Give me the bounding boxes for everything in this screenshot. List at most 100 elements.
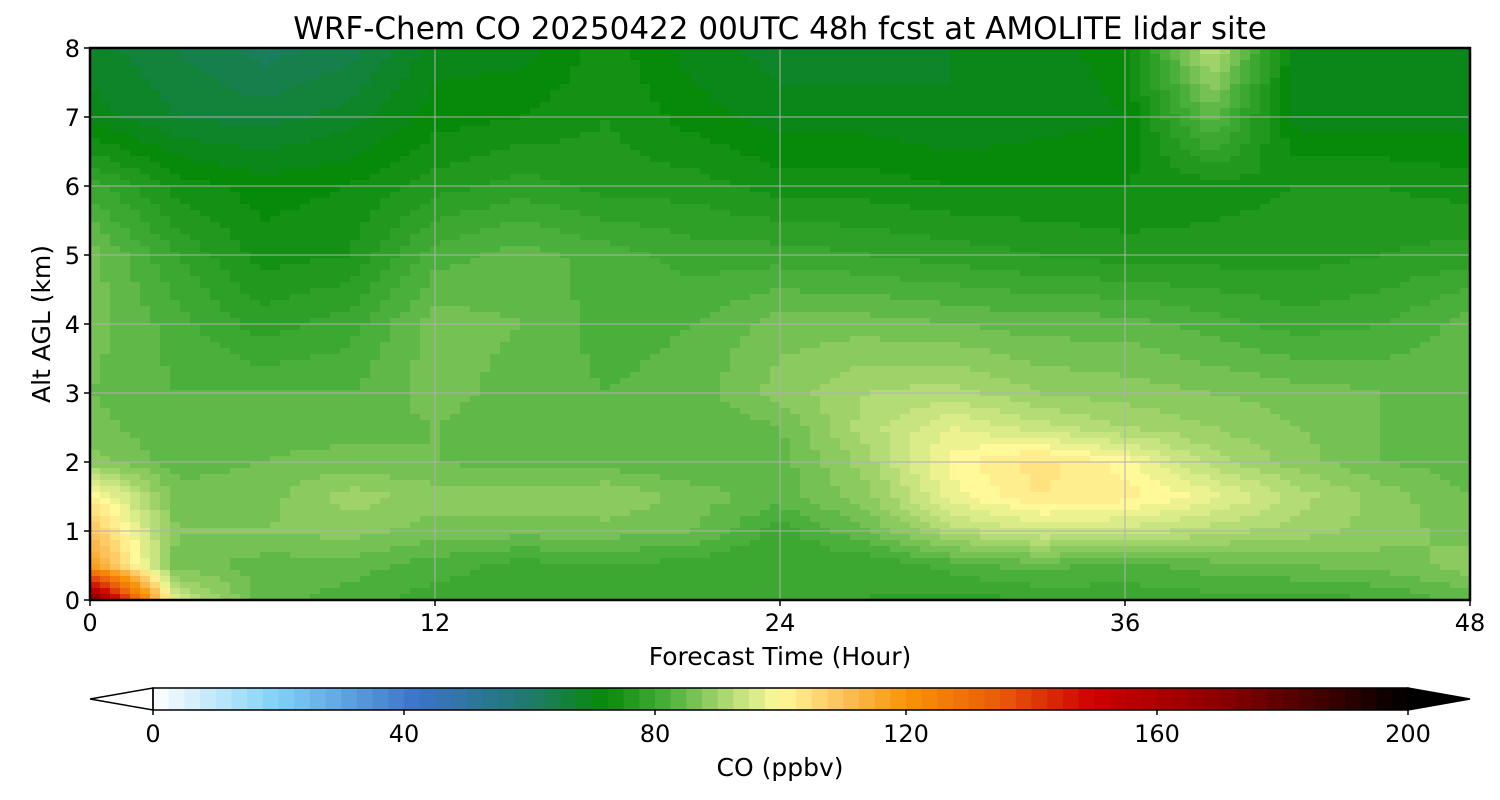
heatmap-cell <box>260 216 271 223</box>
heatmap-cell <box>1030 168 1041 175</box>
heatmap-cell <box>1280 180 1291 187</box>
heatmap-cell <box>1230 66 1241 73</box>
heatmap-cell <box>1010 54 1021 61</box>
heatmap-cell <box>1040 240 1051 247</box>
heatmap-cell <box>1300 156 1311 163</box>
heatmap-cell <box>1050 60 1061 67</box>
heatmap-cell <box>1400 66 1411 73</box>
heatmap-cell <box>460 180 471 187</box>
heatmap-cell <box>690 246 701 253</box>
heatmap-cell <box>1450 132 1461 139</box>
heatmap-cell <box>850 120 861 127</box>
heatmap-cell <box>680 246 691 253</box>
heatmap-cell <box>1160 150 1171 157</box>
heatmap-cell <box>250 150 261 157</box>
heatmap-cell <box>1180 48 1191 55</box>
heatmap-cell <box>160 48 171 55</box>
heatmap-cell <box>460 258 471 265</box>
heatmap-cell <box>680 198 691 205</box>
heatmap-cell <box>800 162 811 169</box>
heatmap-cell <box>760 162 771 169</box>
heatmap-cell <box>1180 174 1191 181</box>
heatmap-cell <box>520 96 531 103</box>
heatmap-cell <box>790 156 801 163</box>
heatmap-cell <box>490 78 501 85</box>
heatmap-cell <box>610 258 621 265</box>
heatmap-cell <box>830 258 841 265</box>
heatmap-cell <box>1350 204 1361 211</box>
heatmap-cell <box>710 84 721 91</box>
heatmap-cell <box>1380 228 1391 235</box>
heatmap-cell <box>1360 102 1371 109</box>
heatmap-cell <box>980 102 991 109</box>
heatmap-cell <box>720 168 731 175</box>
heatmap-cell <box>500 258 511 265</box>
heatmap-cell <box>190 60 201 67</box>
heatmap-cell <box>1360 60 1371 67</box>
heatmap-cell <box>1050 198 1061 205</box>
heatmap-cell <box>940 90 951 97</box>
heatmap-cell <box>860 66 871 73</box>
heatmap-cell <box>450 54 461 61</box>
heatmap-cell <box>1090 228 1101 235</box>
heatmap-cell <box>1040 156 1051 163</box>
heatmap-cell <box>490 240 501 247</box>
heatmap-cell <box>970 48 981 55</box>
heatmap-cell <box>170 258 181 265</box>
heatmap-cell <box>760 156 771 163</box>
heatmap-cell <box>300 60 311 67</box>
heatmap-cell <box>1270 228 1281 235</box>
heatmap-cell <box>1280 228 1291 235</box>
heatmap-cell <box>320 180 331 187</box>
heatmap-cell <box>670 138 681 145</box>
heatmap-cell <box>340 90 351 97</box>
heatmap-cell <box>1260 126 1271 133</box>
heatmap-cell <box>680 102 691 109</box>
heatmap-cell <box>1440 66 1451 73</box>
heatmap-cell <box>470 156 481 163</box>
heatmap-cell <box>1040 186 1051 193</box>
heatmap-cell <box>1340 120 1351 127</box>
heatmap-cell <box>160 192 171 199</box>
heatmap-cell <box>380 258 391 265</box>
heatmap-cell <box>900 228 911 235</box>
heatmap-cell <box>840 162 851 169</box>
heatmap-cell <box>510 240 521 247</box>
heatmap-cell <box>1090 138 1101 145</box>
heatmap-cell <box>710 192 721 199</box>
heatmap-cell <box>1460 210 1470 217</box>
heatmap-cell <box>1200 258 1211 265</box>
heatmap-cell <box>280 204 291 211</box>
heatmap-cell <box>770 246 781 253</box>
heatmap-cell <box>980 120 991 127</box>
heatmap-cell <box>310 204 321 211</box>
heatmap-cell <box>510 150 521 157</box>
heatmap-cell <box>900 240 911 247</box>
heatmap-cell <box>1000 126 1011 133</box>
heatmap-cell <box>240 234 251 241</box>
heatmap-cell <box>380 60 391 67</box>
heatmap-cell <box>470 138 481 145</box>
heatmap-cell <box>230 174 241 181</box>
heatmap-cell <box>960 60 971 67</box>
heatmap-cell <box>640 60 651 67</box>
heatmap-cell <box>1180 222 1191 229</box>
heatmap-cell <box>990 222 1001 229</box>
heatmap-cell <box>1420 120 1431 127</box>
heatmap-cell <box>650 192 661 199</box>
heatmap-cell <box>150 234 161 241</box>
heatmap-cell <box>400 48 411 55</box>
heatmap-cell <box>550 66 561 73</box>
heatmap-cell <box>660 90 671 97</box>
heatmap-cell <box>530 174 541 181</box>
heatmap-cell <box>890 180 901 187</box>
heatmap-cell <box>1290 120 1301 127</box>
heatmap-cell <box>1080 108 1091 115</box>
heatmap-cell <box>1070 186 1081 193</box>
heatmap-cell <box>520 54 531 61</box>
heatmap-cell <box>570 174 581 181</box>
heatmap-cell <box>1290 198 1301 205</box>
heatmap-cell <box>860 228 871 235</box>
heatmap-cell <box>730 156 741 163</box>
heatmap-cell <box>1430 132 1441 139</box>
